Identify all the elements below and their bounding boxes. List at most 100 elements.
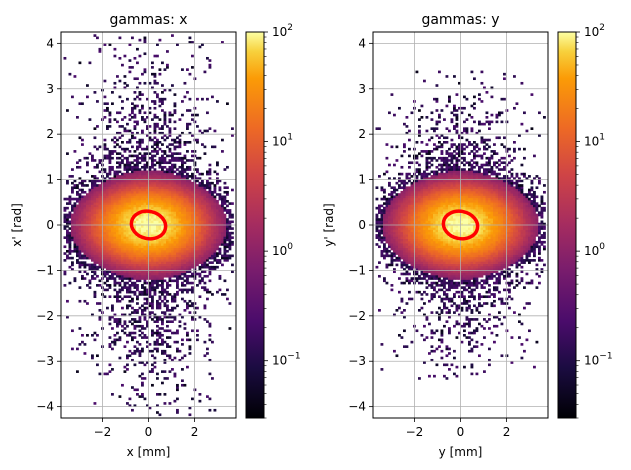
heatmap-cell: [203, 229, 207, 233]
heatmap-cell: [123, 209, 127, 212]
heatmap-cell: [123, 156, 127, 160]
heatmap-cell: [163, 161, 167, 165]
heatmap-cell: [420, 186, 424, 190]
heatmap-cell: [136, 77, 139, 81]
heatmap-cell: [108, 186, 112, 190]
heatmap-cell: [108, 318, 112, 321]
heatmap-cell: [126, 156, 129, 160]
heatmap-cell: [96, 261, 99, 264]
heatmap-cell: [123, 274, 127, 278]
heatmap-cell: [86, 245, 89, 249]
heatmap-cell: [153, 150, 157, 153]
heatmap-cell: [400, 336, 404, 339]
heatmap-cell: [191, 243, 194, 246]
heatmap-cell: [166, 243, 169, 246]
heatmap-cell: [203, 256, 207, 260]
heatmap-cell: [78, 229, 82, 233]
heatmap-cell: [118, 179, 122, 183]
heatmap-cell: [158, 211, 162, 214]
heatmap-cell: [166, 259, 169, 262]
heatmap-cell: [178, 261, 182, 264]
heatmap-cell: [201, 227, 204, 230]
heatmap-cell: [166, 254, 169, 258]
heatmap-cell: [385, 209, 389, 212]
heatmap-cell: [208, 249, 212, 253]
heatmap-cell: [168, 402, 172, 405]
heatmap-cell: [415, 213, 419, 217]
heatmap-cell: [385, 236, 389, 239]
colorbar-frame: [245, 31, 265, 419]
heatmap-cell: [168, 170, 172, 174]
heatmap-cell: [91, 181, 94, 185]
heatmap-cell: [116, 331, 119, 335]
heatmap-cell: [183, 177, 187, 180]
heatmap-cell: [128, 163, 132, 167]
heatmap-cell: [108, 195, 112, 199]
heatmap-cell: [141, 147, 144, 151]
heatmap-cell: [223, 279, 227, 283]
heatmap-cell: [126, 234, 129, 237]
heatmap-cell: [221, 227, 224, 230]
heatmap-cell: [156, 393, 159, 396]
heatmap-cell: [176, 181, 179, 185]
heatmap-cell: [146, 247, 149, 251]
heatmap-cell: [106, 202, 109, 205]
heatmap-cell: [176, 200, 179, 203]
heatmap-cell: [123, 116, 127, 119]
heatmap-cell: [171, 190, 174, 194]
heatmap-cell: [178, 211, 182, 214]
heatmap-cell: [108, 225, 112, 228]
heatmap-cell: [123, 213, 127, 217]
heatmap-cell: [428, 240, 431, 244]
heatmap-cell: [133, 181, 137, 185]
heatmap-cell: [81, 200, 84, 203]
heatmap-cell: [203, 238, 207, 242]
heatmap-cell: [218, 195, 222, 199]
heatmap-cell: [86, 222, 89, 226]
heatmap-cell: [83, 249, 87, 253]
heatmap-cell: [108, 218, 112, 221]
heatmap-cell: [118, 165, 122, 169]
heatmap-cell: [143, 81, 147, 85]
heatmap-cell: [186, 254, 189, 258]
heatmap-cell: [208, 225, 212, 228]
heatmap-cell: [171, 204, 174, 208]
heatmap-cell: [143, 36, 147, 40]
heatmap-cell: [91, 220, 94, 224]
heatmap-cell: [203, 206, 207, 210]
heatmap-cell: [211, 209, 214, 212]
heatmap-cell: [423, 188, 426, 192]
heatmap-cell: [173, 109, 177, 112]
heatmap-cell: [96, 190, 99, 194]
heatmap-cell: [78, 286, 82, 289]
heatmap-cell: [425, 156, 429, 160]
heatmap-cell: [171, 188, 174, 192]
heatmap-cell: [148, 188, 152, 192]
heatmap-cell: [126, 206, 129, 210]
heatmap-cell: [131, 270, 134, 274]
heatmap-cell: [128, 279, 132, 283]
heatmap-cell: [108, 190, 112, 194]
heatmap-cell: [168, 252, 172, 255]
heatmap-cell: [403, 213, 406, 217]
heatmap-cell: [410, 227, 414, 230]
heatmap-cell: [133, 256, 137, 260]
heatmap-cell: [163, 175, 167, 178]
heatmap-cell: [103, 211, 107, 214]
heatmap-cell: [201, 43, 204, 46]
heatmap-cell: [390, 263, 394, 267]
heatmap-cell: [206, 215, 209, 219]
heatmap-cell: [178, 225, 182, 228]
heatmap-cell: [186, 109, 189, 112]
heatmap-cell: [118, 197, 122, 201]
heatmap-cell: [181, 277, 184, 280]
heatmap-cell: [410, 229, 414, 233]
heatmap-cell: [213, 209, 217, 212]
heatmap-cell: [126, 368, 129, 371]
heatmap-cell: [178, 143, 182, 146]
heatmap-cell: [400, 311, 404, 314]
heatmap-cell: [153, 125, 157, 128]
heatmap-cell: [168, 200, 172, 203]
heatmap-cell: [208, 202, 212, 205]
heatmap-cell: [196, 220, 199, 224]
